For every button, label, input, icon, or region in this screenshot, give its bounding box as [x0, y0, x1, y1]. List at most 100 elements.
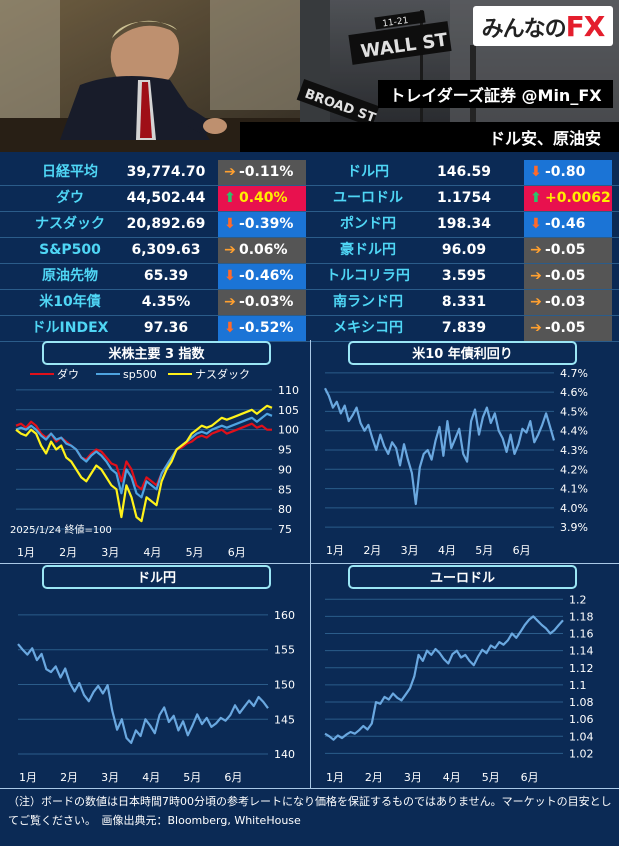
- quote-name: 原油先物: [42, 268, 98, 284]
- quote-value: 198.34: [436, 216, 492, 232]
- quote-name: 豪ドル円: [340, 242, 396, 258]
- quote-change-text: -0.39%: [239, 216, 294, 232]
- x-tick-label: 5月: [183, 771, 201, 784]
- row-divider: [0, 315, 619, 316]
- quote-row: 原油先物 65.39 ⬇ -0.46% トルコリラ円 3.595 ➔ -0.05: [0, 264, 619, 290]
- quote-change: ⬆ 0.40%: [218, 186, 306, 211]
- brand-logo: みんなのFX: [473, 6, 613, 46]
- quote-change: ⬇ -0.80: [524, 160, 612, 185]
- row-divider: [0, 237, 619, 238]
- y-tick-label: 140: [274, 748, 295, 761]
- legend-label: ダウ: [57, 367, 79, 381]
- y-tick-label: 4.3%: [560, 444, 588, 457]
- chart-panel-us10y: 米10 年債利回り 3.9% 4.0% 4.1% 4.2% 4.3% 4.4% 4.5% 4.…: [311, 340, 619, 563]
- quote-name: 南ランド円: [333, 294, 403, 310]
- x-tick-label: 5月: [186, 546, 204, 559]
- eurusd-chart: 1.02 1.04 1.06 1.08 1.1 1.12 1.14 1.16 1.18 1.2 1月…: [324, 593, 594, 784]
- arrow-down-icon: ⬇: [224, 268, 236, 284]
- quote-value: 39,774.70: [126, 164, 206, 180]
- header-banner: WALL ST 11-21 BROAD ST みんなのFX トレイダーズ証券 @…: [0, 0, 619, 152]
- arrow-down-icon: ⬇: [530, 164, 542, 180]
- row-divider: [0, 341, 619, 342]
- y-tick-label: 4.2%: [560, 463, 588, 476]
- quote-row: 日経平均 39,774.70 ➔ -0.11% ドル円 146.59 ⬇ -0.80: [0, 160, 619, 186]
- y-tick-label: 4.5%: [560, 405, 588, 418]
- y-tick-label: 4.6%: [560, 386, 588, 399]
- x-tick-label: 6月: [228, 546, 246, 559]
- x-tick-label: 3月: [101, 771, 119, 784]
- arrow-right-icon: ➔: [530, 242, 542, 258]
- quote-value: 8.331: [441, 294, 487, 310]
- x-tick-label: 3月: [404, 771, 422, 784]
- legend-label: ナスダック: [195, 367, 250, 381]
- y-tick-label: 1.14: [569, 645, 594, 658]
- x-tick-label: 6月: [521, 771, 539, 784]
- y-tick-label: 1.2: [569, 593, 587, 606]
- footer-divider: [0, 788, 619, 789]
- arrow-down-icon: ⬇: [224, 216, 236, 232]
- series-line-0: [324, 615, 564, 741]
- quote-change-text: -0.11%: [239, 164, 294, 180]
- quote-row: ダウ 44,502.44 ⬆ 0.40% ユーロドル 1.1754 ⬆ +0.0062: [0, 186, 619, 212]
- usdjpy-chart: 140 145 150 155 160 1月 2月 3月 4月 5月 6月: [17, 609, 295, 784]
- quote-row: ナスダック 20,892.69 ⬇ -0.39% ポンド円 198.34 ⬇ -0.46: [0, 212, 619, 238]
- y-tick-label: 110: [278, 384, 299, 397]
- quote-change-text: 0.40%: [239, 190, 288, 206]
- x-tick-label: 3月: [401, 544, 419, 557]
- x-tick-label: 1月: [326, 771, 344, 784]
- quote-change: ➔ -0.05: [524, 316, 612, 341]
- quote-change-text: -0.05: [545, 268, 586, 284]
- x-tick-label: 4月: [142, 771, 160, 784]
- quote-value: 1.1754: [436, 190, 492, 206]
- x-tick-label: 5月: [482, 771, 500, 784]
- quote-value: 97.36: [143, 320, 189, 336]
- chart-title: 米株主要 3 指数: [42, 341, 271, 365]
- quote-row: 米10年債 4.35% ➔ -0.03% 南ランド円 8.331 ➔ -0.03: [0, 290, 619, 316]
- y-tick-label: 100: [278, 424, 299, 437]
- y-tick-label: 90: [278, 463, 292, 476]
- y-tick-label: 80: [278, 503, 292, 516]
- quote-change-text: -0.03: [545, 294, 586, 310]
- x-tick-label: 1月: [326, 544, 344, 557]
- quote-change: ⬇ -0.46%: [218, 264, 306, 289]
- x-tick-label: 1月: [19, 771, 37, 784]
- x-tick-label: 5月: [475, 544, 493, 557]
- x-tick-label: 2月: [363, 544, 381, 557]
- arrow-right-icon: ➔: [224, 242, 236, 258]
- chart-title: ユーロドル: [348, 565, 577, 589]
- legend-label: sp500: [123, 368, 157, 381]
- chart-panel-usdjpy: ドル円 140 145 150 155 160 1月 2月 3月 4月 5月 6月: [0, 564, 310, 788]
- us10y-chart: 3.9% 4.0% 4.1% 4.2% 4.3% 4.4% 4.5% 4.6% 4.7% 1月 2月…: [324, 367, 588, 557]
- quote-change-text: -0.46: [545, 216, 586, 232]
- y-tick-label: 150: [274, 678, 295, 691]
- arrow-down-icon: ⬇: [224, 320, 236, 336]
- quote-change: ➔ 0.06%: [218, 238, 306, 263]
- arrow-right-icon: ➔: [224, 164, 236, 180]
- quote-name: ナスダック: [35, 216, 105, 232]
- x-tick-label: 4月: [443, 771, 461, 784]
- quote-name: ダウ: [56, 190, 84, 206]
- y-tick-label: 75: [278, 523, 292, 536]
- quote-change: ⬇ -0.39%: [218, 212, 306, 237]
- chart-title: ドル円: [42, 565, 271, 589]
- quote-value: 6,309.63: [131, 242, 201, 258]
- series-line-0: [324, 387, 556, 506]
- header-title: トレイダーズ証券 @Min_FX: [378, 80, 613, 108]
- quote-row: S&P500 6,309.63 ➔ 0.06% 豪ドル円 96.09 ➔ -0.05: [0, 238, 619, 264]
- quote-name: 米10年債: [39, 294, 101, 310]
- x-tick-label: 1月: [17, 546, 35, 559]
- x-tick-label: 4月: [438, 544, 456, 557]
- row-divider: [0, 211, 619, 212]
- quote-name: S&P500: [39, 242, 101, 258]
- quote-change: ➔ -0.11%: [218, 160, 306, 185]
- y-tick-label: 95: [278, 444, 292, 457]
- quote-change: ➔ -0.05: [524, 238, 612, 263]
- series-line-0: [15, 420, 272, 491]
- quote-row: ドルINDEX 97.36 ⬇ -0.52% メキシコ円 7.839 ➔ -0.05: [0, 316, 619, 342]
- quote-name: ユーロドル: [333, 190, 403, 206]
- y-tick-label: 105: [278, 404, 299, 417]
- arrow-right-icon: ➔: [530, 320, 542, 336]
- quote-change-text: -0.05: [545, 242, 586, 258]
- y-tick-label: 1.04: [569, 730, 594, 743]
